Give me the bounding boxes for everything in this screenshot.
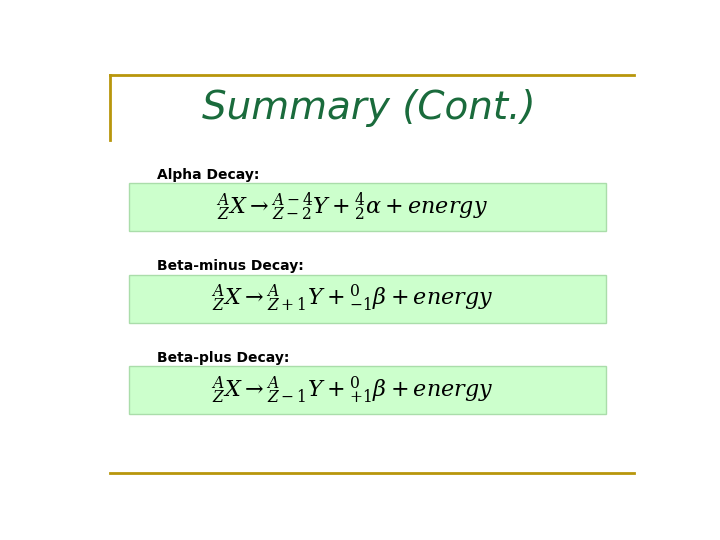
Text: Beta-minus Decay:: Beta-minus Decay: [157,259,304,273]
Text: Alpha Decay:: Alpha Decay: [157,168,259,182]
Text: ${}^{A}_{Z}X \rightarrow {}^{A}_{Z+1}Y + {}^{0}_{-1}\beta + energy$: ${}^{A}_{Z}X \rightarrow {}^{A}_{Z+1}Y +… [211,283,493,314]
Text: Summary (Cont.): Summary (Cont.) [202,90,536,127]
Text: ${}^{A}_{Z}X \rightarrow {}^{A-4}_{Z-2}Y + {}^{4}_{2}\alpha + energy$: ${}^{A}_{Z}X \rightarrow {}^{A-4}_{Z-2}Y… [216,191,488,224]
Text: Beta-plus Decay:: Beta-plus Decay: [157,351,289,365]
FancyBboxPatch shape [129,366,606,414]
FancyBboxPatch shape [129,183,606,231]
Text: ${}^{A}_{Z}X \rightarrow {}^{A}_{Z-1}Y + {}^{0}_{+1}\beta + energy$: ${}^{A}_{Z}X \rightarrow {}^{A}_{Z-1}Y +… [211,374,493,406]
FancyBboxPatch shape [129,275,606,322]
